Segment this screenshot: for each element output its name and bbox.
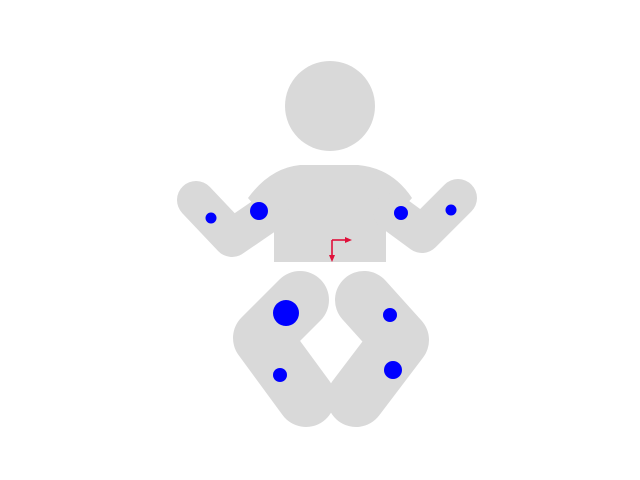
sensor-marker-right-thigh [273, 300, 299, 326]
sensor-marker-right-shin [273, 368, 287, 382]
sensor-marker-right-upper-arm [250, 202, 268, 220]
torso-silhouette [248, 165, 412, 262]
sensor-marker-right-forearm [205, 212, 217, 224]
sensor-marker-left-shin [384, 361, 402, 379]
left-leg-silhouette [327, 271, 429, 427]
axis-y-arrowhead [329, 255, 335, 262]
axis-indicator [329, 237, 352, 262]
right-arm-silhouette [177, 181, 289, 257]
sensor-marker-left-upper-arm [394, 206, 408, 220]
sensor-markers [205, 202, 457, 382]
sensor-marker-left-thigh [383, 308, 397, 322]
head-silhouette [285, 61, 375, 151]
sensor-marker-left-forearm [445, 204, 457, 216]
axis-x-arrowhead [345, 237, 352, 243]
